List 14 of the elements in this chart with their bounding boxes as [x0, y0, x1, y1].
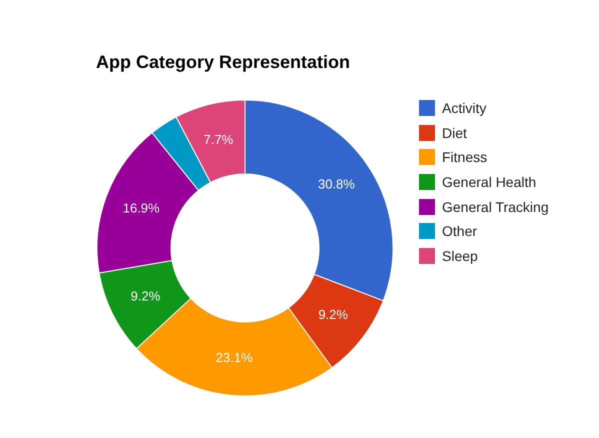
legend-label: Activity [442, 100, 486, 116]
legend-label: General Tracking [442, 198, 549, 215]
data-label: 16.9% [122, 200, 160, 216]
legend-label: General Health [442, 174, 536, 190]
data-label: 7.7% [204, 132, 234, 147]
data-label: 23.1% [216, 350, 254, 366]
data-label: 30.8% [318, 176, 356, 192]
legend-label: Other [442, 223, 478, 240]
data-label: 9.2% [318, 307, 348, 322]
data-label: 9.2% [130, 288, 161, 304]
legend-label: Diet [442, 124, 467, 141]
legend-label: Fitness [442, 149, 488, 166]
legend-label: Sleep [442, 248, 478, 264]
chart-title: App Category Representation [96, 51, 350, 74]
